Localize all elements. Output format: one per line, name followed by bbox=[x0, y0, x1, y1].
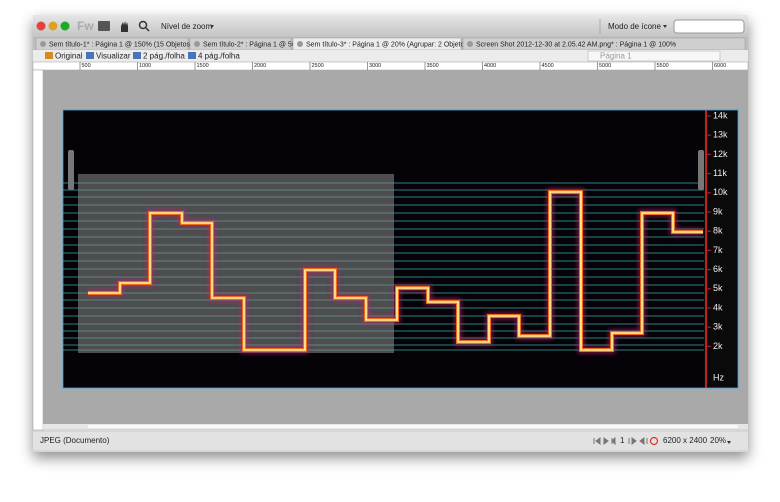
selection-bounds bbox=[62, 109, 739, 389]
frequency-label: 3k bbox=[713, 322, 723, 332]
title-bar bbox=[33, 15, 748, 37]
frequency-label: 5k bbox=[713, 283, 723, 293]
frequency-label: 11k bbox=[713, 168, 727, 178]
ruler-label: 6000 bbox=[714, 63, 726, 69]
view-icon[interactable] bbox=[188, 52, 196, 59]
right-handle[interactable] bbox=[698, 150, 704, 190]
view-button[interactable]: Original bbox=[55, 52, 83, 61]
ruler-label: 2500 bbox=[312, 63, 324, 69]
dropdown-arrow bbox=[727, 441, 731, 444]
canvas-size: 6200 x 2400 bbox=[663, 436, 708, 445]
tab-label[interactable]: Sem título-2* : Página 1 @ 50% bbox=[203, 41, 302, 48]
frequency-label: 14k bbox=[713, 110, 728, 120]
app-logo: Fw bbox=[77, 19, 94, 33]
frequency-label: 6k bbox=[713, 264, 723, 274]
zoom-level[interactable]: 20% bbox=[710, 436, 726, 445]
view-icon[interactable] bbox=[45, 52, 53, 59]
minimize-button[interactable] bbox=[48, 21, 58, 31]
ruler-label: 3500 bbox=[427, 63, 439, 69]
tab-close[interactable] bbox=[467, 41, 473, 47]
frame-number: 1 bbox=[620, 436, 625, 445]
dropdown-arrow bbox=[663, 25, 667, 28]
zoom-tool[interactable] bbox=[138, 20, 148, 30]
frequency-scale bbox=[704, 110, 738, 388]
view-button[interactable]: 2 pág./folha bbox=[143, 52, 185, 61]
view-button[interactable]: Visualizar bbox=[96, 52, 131, 61]
page-select-label: Página 1 bbox=[600, 52, 632, 61]
ruler-label: 4500 bbox=[542, 63, 554, 69]
frequency-label: 13k bbox=[713, 130, 728, 140]
ruler-label: 5000 bbox=[599, 63, 611, 69]
ruler-label: 3000 bbox=[369, 63, 381, 69]
ruler-label: 500 bbox=[82, 63, 91, 69]
workspace-menu[interactable]: Modo de ícone bbox=[608, 22, 661, 31]
ruler-label: 4000 bbox=[484, 63, 496, 69]
ruler-label: 1500 bbox=[197, 63, 209, 69]
view-button[interactable]: 4 pág./folha bbox=[198, 52, 240, 61]
frequency-label: 8k bbox=[713, 226, 723, 236]
zoom-button[interactable] bbox=[60, 21, 70, 31]
view-toolbar bbox=[33, 50, 748, 62]
tab-label[interactable]: Sem título-3* : Página 1 @ 20% (Agrupar:… bbox=[306, 41, 470, 48]
frequency-label: 4k bbox=[713, 302, 723, 312]
ruler-label: 2000 bbox=[254, 63, 266, 69]
status-bar bbox=[33, 432, 748, 450]
frequency-label: 9k bbox=[713, 206, 723, 216]
frame-controls[interactable] bbox=[593, 436, 616, 446]
tab-close[interactable] bbox=[194, 41, 200, 47]
tab-close[interactable] bbox=[297, 41, 303, 47]
frequency-label: 7k bbox=[713, 245, 723, 255]
zoom-menu[interactable]: Nível de zoom bbox=[161, 22, 212, 31]
dropdown-arrow bbox=[210, 25, 214, 28]
selection-overlay bbox=[78, 174, 394, 353]
zoom-tool-handle bbox=[145, 27, 150, 32]
unit-label: Hz bbox=[713, 372, 724, 382]
hand-tool[interactable] bbox=[121, 21, 128, 32]
vertical-ruler bbox=[32, 69, 44, 431]
frequency-label: 10k bbox=[713, 187, 728, 197]
quick-export[interactable] bbox=[649, 436, 659, 446]
view-icon[interactable] bbox=[86, 52, 94, 59]
ruler-label: 5500 bbox=[657, 63, 669, 69]
search-field[interactable] bbox=[673, 19, 745, 34]
tab-label[interactable]: Screen Shot 2012-12-30 at 2.05.42 AM.png… bbox=[476, 41, 676, 48]
frequency-label: 2k bbox=[713, 341, 723, 351]
document-format: JPEG (Documento) bbox=[40, 436, 110, 445]
close-button[interactable] bbox=[36, 21, 46, 31]
frequency-label: 12k bbox=[713, 149, 728, 159]
layout-icon[interactable] bbox=[98, 21, 110, 31]
frame-controls[interactable] bbox=[628, 437, 648, 445]
view-icon[interactable] bbox=[133, 52, 141, 59]
page-select[interactable] bbox=[587, 50, 721, 62]
ruler-label: 1000 bbox=[139, 63, 151, 69]
tab-label[interactable]: Sem título-1* : Página 1 @ 150% (15 Obje… bbox=[49, 41, 192, 48]
left-handle[interactable] bbox=[68, 150, 74, 190]
trace-core bbox=[88, 191, 703, 351]
tab-close[interactable] bbox=[40, 41, 46, 47]
scroll-thumb[interactable] bbox=[88, 425, 738, 428]
